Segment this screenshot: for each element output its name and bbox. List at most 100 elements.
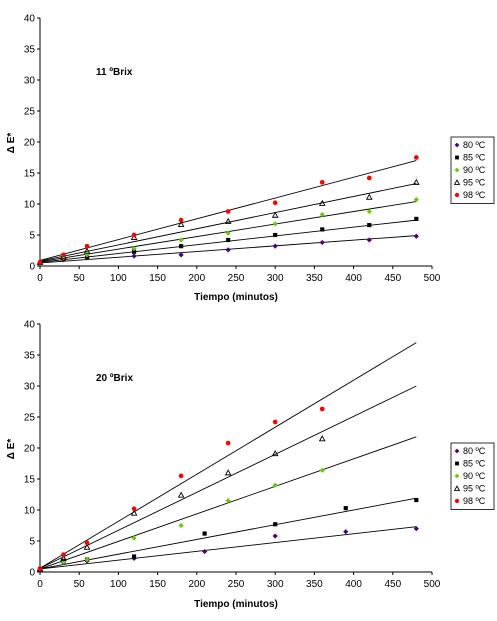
x-tick-label: 350 <box>306 579 323 590</box>
x-axis-title: Tiempo (minutos) <box>194 599 278 610</box>
brix-annotation: 20 ºBrix <box>96 373 133 384</box>
legend-label: 95 ºC <box>463 178 486 188</box>
y-tick-label: 10 <box>24 200 36 211</box>
data-point-s4 <box>177 220 185 227</box>
data-point-s1 <box>225 247 231 253</box>
data-point-s5 <box>37 566 43 572</box>
x-tick-label: 500 <box>424 273 441 284</box>
legend-marker <box>455 461 459 466</box>
data-point-s5 <box>37 259 43 265</box>
data-point-s3 <box>366 208 372 215</box>
fit-line-4 <box>39 385 417 569</box>
legend-label: 95 ºC <box>463 484 486 494</box>
data-point-s3 <box>319 467 325 473</box>
data-point-s2 <box>414 216 419 221</box>
data-point-s1 <box>343 529 349 535</box>
brix-annotation: 11 ºBrix <box>96 67 133 78</box>
fit-line-5 <box>39 342 417 569</box>
legend: 80 ºC 85 ºC 90 ºC 95 ºC 98 ºC <box>450 442 495 510</box>
x-tick-label: 0 <box>37 579 43 590</box>
x-tick-label: 100 <box>110 273 127 284</box>
y-tick-label: 40 <box>24 14 36 25</box>
data-point-s5 <box>319 406 325 412</box>
data-point-s3 <box>272 482 278 488</box>
fit-line-1 <box>39 526 417 570</box>
x-tick-label: 150 <box>149 273 166 284</box>
data-point-s4 <box>130 509 138 516</box>
x-tick-label: 300 <box>267 579 284 590</box>
data-point-s5 <box>131 506 137 512</box>
y-tick-label: 5 <box>29 537 35 548</box>
data-point-s5 <box>319 179 325 185</box>
data-point-s3 <box>178 237 184 243</box>
x-tick-label: 450 <box>384 273 401 284</box>
data-point-s4 <box>130 233 138 241</box>
y-tick-label: 35 <box>24 351 36 362</box>
data-point-s4 <box>365 193 373 200</box>
data-point-s3 <box>178 522 184 529</box>
legend-marker <box>455 155 459 160</box>
legend-marker <box>454 473 460 479</box>
x-tick-label: 500 <box>424 579 441 590</box>
legend-label: 98 ºC <box>463 496 486 506</box>
x-tick-label: 300 <box>267 273 284 284</box>
data-point-s5 <box>413 155 419 160</box>
data-point-s2 <box>273 232 278 238</box>
legend-marker <box>454 142 460 148</box>
x-tick-label: 200 <box>188 273 205 284</box>
data-point-s1 <box>272 243 278 249</box>
x-tick-label: 250 <box>228 273 245 284</box>
data-point-s3 <box>131 535 137 541</box>
data-point-s2 <box>320 227 325 232</box>
y-tick-label: 40 <box>24 320 36 331</box>
legend-marker <box>454 448 460 454</box>
data-point-s2 <box>132 554 137 559</box>
data-point-s1 <box>319 239 325 246</box>
y-tick-label: 35 <box>24 45 36 56</box>
y-tick-label: 25 <box>24 413 36 424</box>
data-point-s4 <box>60 554 67 561</box>
data-point-s1 <box>202 548 208 555</box>
y-axis-title: Δ E* <box>6 133 17 154</box>
x-tick-label: 250 <box>228 579 245 590</box>
data-point-s4 <box>83 247 91 254</box>
y-tick-label: 10 <box>24 506 36 517</box>
data-point-s5 <box>366 175 372 181</box>
data-point-s2 <box>202 531 207 536</box>
legend-label: 90 ºC <box>463 165 486 175</box>
data-point-s5 <box>225 209 231 214</box>
data-point-s3 <box>319 211 325 218</box>
legend-marker <box>454 167 460 173</box>
data-point-s1 <box>272 533 278 539</box>
x-tick-label: 0 <box>37 273 43 284</box>
y-tick-label: 0 <box>29 262 35 273</box>
data-point-s3 <box>225 230 231 236</box>
data-point-s4 <box>224 217 232 224</box>
y-axis-title: Δ E* <box>6 439 17 460</box>
legend-marker <box>453 179 461 185</box>
data-point-s1 <box>413 233 419 239</box>
y-tick-label: 15 <box>24 475 36 486</box>
data-point-s3 <box>60 559 67 565</box>
legend-label: 85 ºC <box>463 153 486 163</box>
data-point-s5 <box>131 232 137 238</box>
data-point-s5 <box>272 419 278 425</box>
data-point-s5 <box>225 440 231 446</box>
x-tick-label: 150 <box>149 579 166 590</box>
x-tick-label: 100 <box>110 579 127 590</box>
y-tick-label: 30 <box>24 382 36 393</box>
data-point-s2 <box>343 506 348 511</box>
legend: 80 ºC 85 ºC 90 ºC 95 ºC 98 ºC <box>450 136 495 204</box>
data-point-s2 <box>414 498 419 503</box>
data-point-s4 <box>412 178 420 185</box>
y-tick-label: 30 <box>24 76 36 87</box>
legend-label: 98 ºC <box>463 190 486 200</box>
data-point-s1 <box>413 526 419 532</box>
x-tick-label: 50 <box>74 273 86 284</box>
data-point-s2 <box>367 223 372 228</box>
x-tick-label: 400 <box>345 273 362 284</box>
data-point-s5 <box>84 540 90 546</box>
legend-label: 90 ºC <box>463 471 486 481</box>
